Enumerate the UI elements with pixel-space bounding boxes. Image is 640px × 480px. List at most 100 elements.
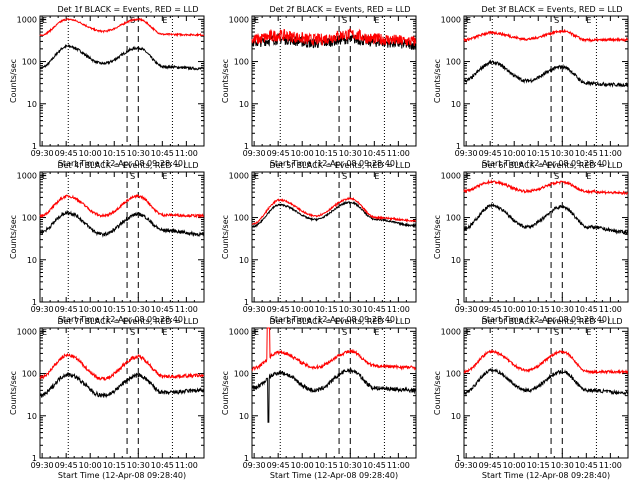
panel-title: Det 9f BLACK = Events, RED = LLD — [481, 317, 622, 326]
eclipse-start-label: E — [254, 16, 259, 25]
panel-det-3: Det 3f BLACK = Events, RED = LLD 1 10 100 10… — [433, 5, 629, 168]
x-tick-label: 09:30 — [31, 461, 54, 470]
y-tick-label: 10 — [239, 100, 249, 109]
x-tick-label: 10:00 — [503, 461, 526, 470]
y-tick-label: 1 — [244, 298, 249, 307]
x-tick-label: 10:45 — [575, 149, 598, 158]
panel-det-6: Det 6f BLACK = Events, RED = LLD 1 10 100 10… — [433, 161, 629, 324]
x-tick-label: 09:45 — [479, 305, 502, 314]
saa-label: S — [342, 172, 347, 181]
y-tick-label: 100 — [234, 370, 249, 379]
x-tick-label: 09:30 — [455, 305, 478, 314]
eclipse-end-label: E — [586, 172, 591, 181]
x-axis-label: Start Time (12-Apr-08 09:28:40) — [270, 159, 398, 168]
x-tick-label: 10:15 — [527, 461, 550, 470]
x-tick-label: 10:15 — [315, 149, 338, 158]
x-tick-label: 10:45 — [151, 305, 174, 314]
x-tick-label: 10:45 — [151, 461, 174, 470]
plot-frame — [39, 171, 205, 303]
lld-rate-line — [39, 352, 205, 382]
x-tick-label: 10:15 — [103, 461, 126, 470]
x-tick-label: 10:45 — [363, 149, 386, 158]
y-tick-label: 1000 — [229, 171, 249, 180]
panel-det-8: Det 8f BLACK = Events, RED = LLD 1 10 100 10… — [221, 317, 417, 480]
y-tick-label: 1000 — [229, 327, 249, 336]
y-tick-label: 10 — [27, 256, 37, 265]
y-tick-label: 100 — [446, 214, 461, 223]
y-tick-label: 10 — [27, 412, 37, 421]
event-rate-line — [39, 43, 205, 71]
x-tick-label: 09:30 — [243, 461, 266, 470]
plot-frame — [251, 171, 417, 303]
y-tick-label: 100 — [446, 370, 461, 379]
eclipse-start-label: E — [42, 172, 47, 181]
eclipse-start-label: E — [466, 16, 471, 25]
x-tick-label: 10:45 — [575, 305, 598, 314]
x-tick-label: 11:00 — [175, 461, 198, 470]
y-axis-label: Counts/sec — [433, 215, 442, 259]
panel-det-9: Det 9f BLACK = Events, RED = LLD 1 10 100 10… — [433, 317, 629, 480]
x-tick-label: 09:45 — [267, 461, 290, 470]
saa-label: S — [554, 16, 559, 25]
y-tick-label: 10 — [239, 256, 249, 265]
eclipse-end-label: E — [374, 172, 379, 181]
lld-rate-line — [463, 349, 628, 375]
x-tick-label: 11:00 — [599, 149, 622, 158]
x-tick-label: 09:45 — [479, 149, 502, 158]
panel-det-5: Det 5f BLACK = Events, RED = LLD 1 10 100 10… — [221, 161, 417, 324]
eclipse-start-label: E — [254, 328, 259, 337]
y-tick-label: 1000 — [441, 15, 461, 24]
x-tick-label: 10:30 — [127, 149, 150, 158]
x-tick-label: 10:30 — [551, 305, 574, 314]
y-tick-label: 100 — [446, 58, 461, 67]
y-tick-label: 1000 — [229, 15, 249, 24]
lld-rate-line — [39, 17, 205, 38]
x-tick-label: 10:30 — [339, 149, 362, 158]
x-axis-label: Start Time (12-Apr-08 09:28:40) — [58, 315, 186, 324]
event-rate-line — [463, 202, 629, 235]
y-tick-label: 1000 — [17, 15, 37, 24]
x-tick-label: 10:15 — [103, 305, 126, 314]
x-tick-label: 10:30 — [127, 305, 150, 314]
y-tick-label: 1 — [32, 454, 37, 463]
x-tick-label: 09:45 — [55, 149, 78, 158]
lld-rate-line — [251, 28, 417, 47]
event-rate-line — [251, 200, 417, 228]
x-tick-label: 10:00 — [503, 149, 526, 158]
x-tick-label: 09:30 — [243, 305, 266, 314]
plot-frame — [463, 327, 629, 459]
plot-frame — [251, 327, 417, 459]
x-tick-label: 09:30 — [455, 461, 478, 470]
y-tick-label: 1000 — [441, 327, 461, 336]
y-tick-label: 1 — [244, 142, 249, 151]
saa-label: S — [130, 172, 135, 181]
y-tick-label: 1 — [456, 298, 461, 307]
panel-title: Det 5f BLACK = Events, RED = LLD — [269, 161, 410, 170]
x-axis-label: Start Time (12-Apr-08 09:28:40) — [482, 471, 610, 480]
y-axis-label: Counts/sec — [433, 371, 442, 415]
x-tick-label: 11:00 — [387, 461, 410, 470]
lld-rate-line — [39, 193, 205, 219]
y-tick-label: 10 — [451, 256, 461, 265]
x-tick-label: 10:30 — [339, 305, 362, 314]
y-tick-label: 100 — [22, 58, 37, 67]
y-axis-label: Counts/sec — [9, 215, 18, 259]
event-rate-line — [463, 59, 629, 88]
y-axis-label: Counts/sec — [9, 59, 18, 103]
saa-label: S — [554, 328, 559, 337]
x-tick-label: 10:00 — [291, 305, 314, 314]
eclipse-start-label: E — [42, 16, 47, 25]
panel-det-1: Det 1f BLACK = Events, RED = LLD 1 10 100 10… — [9, 5, 205, 168]
eclipse-end-label: E — [374, 328, 379, 337]
eclipse-end-label: E — [162, 172, 167, 181]
eclipse-end-label: E — [374, 16, 379, 25]
x-tick-label: 10:00 — [291, 461, 314, 470]
lld-rate-line — [251, 196, 417, 225]
eclipse-start-label: E — [42, 328, 47, 337]
x-axis-label: Start Time (12-Apr-08 09:28:40) — [58, 159, 186, 168]
eclipse-end-label: E — [162, 16, 167, 25]
x-tick-label: 09:45 — [267, 305, 290, 314]
x-tick-label: 10:00 — [79, 461, 102, 470]
event-rate-line — [39, 371, 205, 399]
